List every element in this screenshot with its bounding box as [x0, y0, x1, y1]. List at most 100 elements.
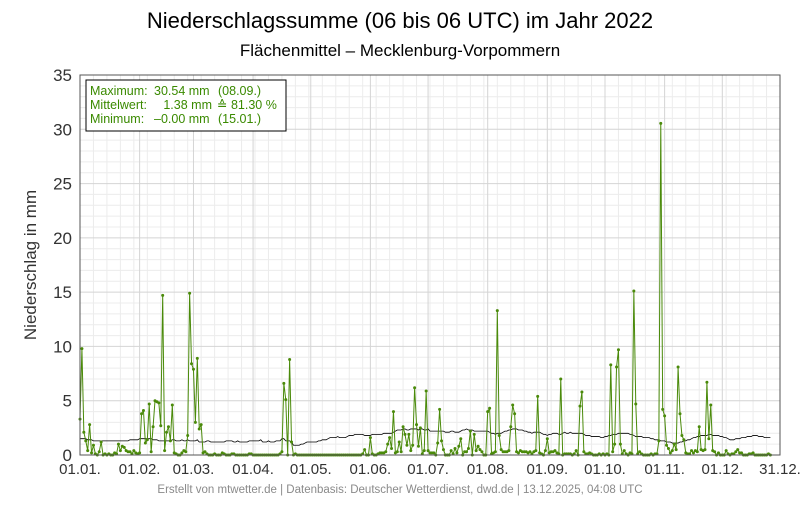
daily-precipitation-point [616, 348, 620, 352]
footer-credits: Erstellt von mtwetter.de | Datenbasis: D… [157, 484, 642, 496]
daily-precipitation-point [132, 449, 136, 453]
daily-precipitation-point [457, 444, 461, 448]
daily-precipitation-point [455, 451, 459, 455]
daily-precipitation-point [609, 363, 613, 367]
daily-precipitation-point [118, 449, 122, 453]
y-axis-label: Niederschlag in mm [21, 190, 40, 340]
x-tick-label: 01.09. [526, 461, 568, 478]
daily-precipitation-point [140, 412, 144, 416]
daily-precipitation-point [97, 450, 101, 454]
stats-mean-label: Mittelwert: [90, 98, 147, 112]
daily-precipitation-point [436, 441, 440, 445]
daily-precipitation-point [407, 432, 411, 436]
plot-frame [79, 74, 781, 456]
daily-precipitation-point [691, 451, 695, 455]
daily-precipitation-point [143, 441, 147, 445]
y-tick-label: 25 [53, 175, 72, 194]
daily-precipitation-point [397, 440, 401, 444]
daily-precipitation-point [161, 293, 165, 297]
daily-precipitation-point [151, 425, 155, 429]
daily-precipitation-point [399, 450, 403, 454]
stats-min-value: –0.00 mm [154, 112, 210, 126]
daily-precipitation-point [180, 451, 184, 455]
daily-precipitation-point [513, 412, 517, 416]
stats-box: Maximum: 30.54 mm (08.09.) Mittelwert: 1… [85, 79, 287, 132]
daily-precipitation-point [493, 450, 497, 454]
daily-precipitation-point [474, 449, 478, 453]
daily-precipitation-point [665, 443, 669, 447]
daily-precipitation-point [740, 451, 744, 455]
daily-precipitation-point [659, 121, 663, 125]
daily-precipitation-point [122, 445, 126, 449]
daily-precipitation-point [416, 444, 420, 448]
daily-precipitation-point [99, 440, 103, 444]
y-tick-label: 35 [53, 66, 72, 85]
daily-precipitation-point [157, 401, 161, 405]
daily-precipitation-point [674, 448, 678, 452]
daily-precipitation-point [186, 433, 190, 437]
daily-precipitation-point [440, 439, 444, 443]
daily-precipitation-point [138, 451, 142, 455]
daily-precipitation-point [159, 424, 163, 428]
daily-precipitation-point [441, 448, 445, 452]
daily-precipitation-point [288, 357, 292, 361]
daily-precipitation-point [199, 423, 203, 427]
daily-precipitation-point [145, 438, 149, 442]
daily-precipitation-point [391, 410, 395, 414]
daily-precipitation-point [716, 451, 720, 455]
daily-precipitation-point [751, 451, 755, 455]
x-axis-ticks: 01.01. 01.02. 01.03. 01.04. 01.05. 01.06. 01.0… [59, 461, 800, 478]
x-tick-label: 01.08. [467, 461, 509, 478]
daily-precipitation-point [415, 423, 419, 427]
y-tick-label: 20 [53, 229, 72, 248]
daily-precipitation-point [82, 430, 86, 434]
x-tick-label: 01.06. [350, 461, 392, 478]
daily-precipitation-point [516, 451, 520, 455]
daily-precipitation-point [472, 432, 476, 436]
stats-mean-extra: ≙ 81.30 % [217, 98, 277, 112]
daily-precipitation-point [384, 450, 388, 454]
daily-precipitation-point [166, 425, 170, 429]
daily-precipitation-point [401, 425, 405, 429]
y-tick-label: 15 [53, 283, 72, 302]
daily-precipitation-point [193, 420, 197, 424]
daily-precipitation-point [709, 403, 713, 407]
daily-precipitation-point [168, 439, 172, 443]
daily-precipitation-point [128, 450, 132, 454]
daily-precipitation-point [545, 437, 549, 441]
daily-precipitation-point [705, 380, 709, 384]
daily-precipitation-point [453, 446, 457, 450]
daily-precipitation-point [438, 407, 442, 411]
daily-precipitation-point [405, 443, 409, 447]
daily-precipitation-point [697, 425, 701, 429]
daily-precipitation-point [403, 432, 407, 436]
daily-precipitation-point [488, 406, 492, 410]
daily-precipitation-point [663, 414, 667, 418]
daily-precipitation-point [88, 423, 92, 427]
y-tick-label: 0 [63, 446, 72, 465]
x-tick-label: 01.07. [407, 461, 449, 478]
daily-precipitation-point [165, 430, 169, 434]
y-tick-label: 10 [53, 337, 72, 356]
daily-precipitation-point [466, 446, 470, 450]
daily-precipitation-point [676, 365, 680, 369]
x-tick-label: 01.05. [290, 461, 332, 478]
daily-precipitation-point [413, 386, 417, 390]
daily-precipitation-point [184, 450, 188, 454]
daily-precipitation-point [486, 410, 490, 414]
daily-precipitation-point [672, 442, 676, 446]
daily-precipitation-point [190, 362, 194, 366]
daily-precipitation-point [280, 450, 284, 454]
daily-precipitation-point [284, 398, 288, 402]
daily-precipitation-point [534, 449, 538, 453]
daily-precipitation-point [574, 449, 578, 453]
daily-precipitation-point [465, 450, 469, 454]
x-tick-label: 31.12. [759, 461, 800, 478]
daily-precipitation-point [449, 449, 453, 453]
daily-precipitation-point [191, 367, 195, 371]
x-tick-label: 01.01. [59, 461, 101, 478]
stats-mean-value: 1.38 mm [163, 98, 212, 112]
daily-precipitation-point [163, 449, 167, 453]
